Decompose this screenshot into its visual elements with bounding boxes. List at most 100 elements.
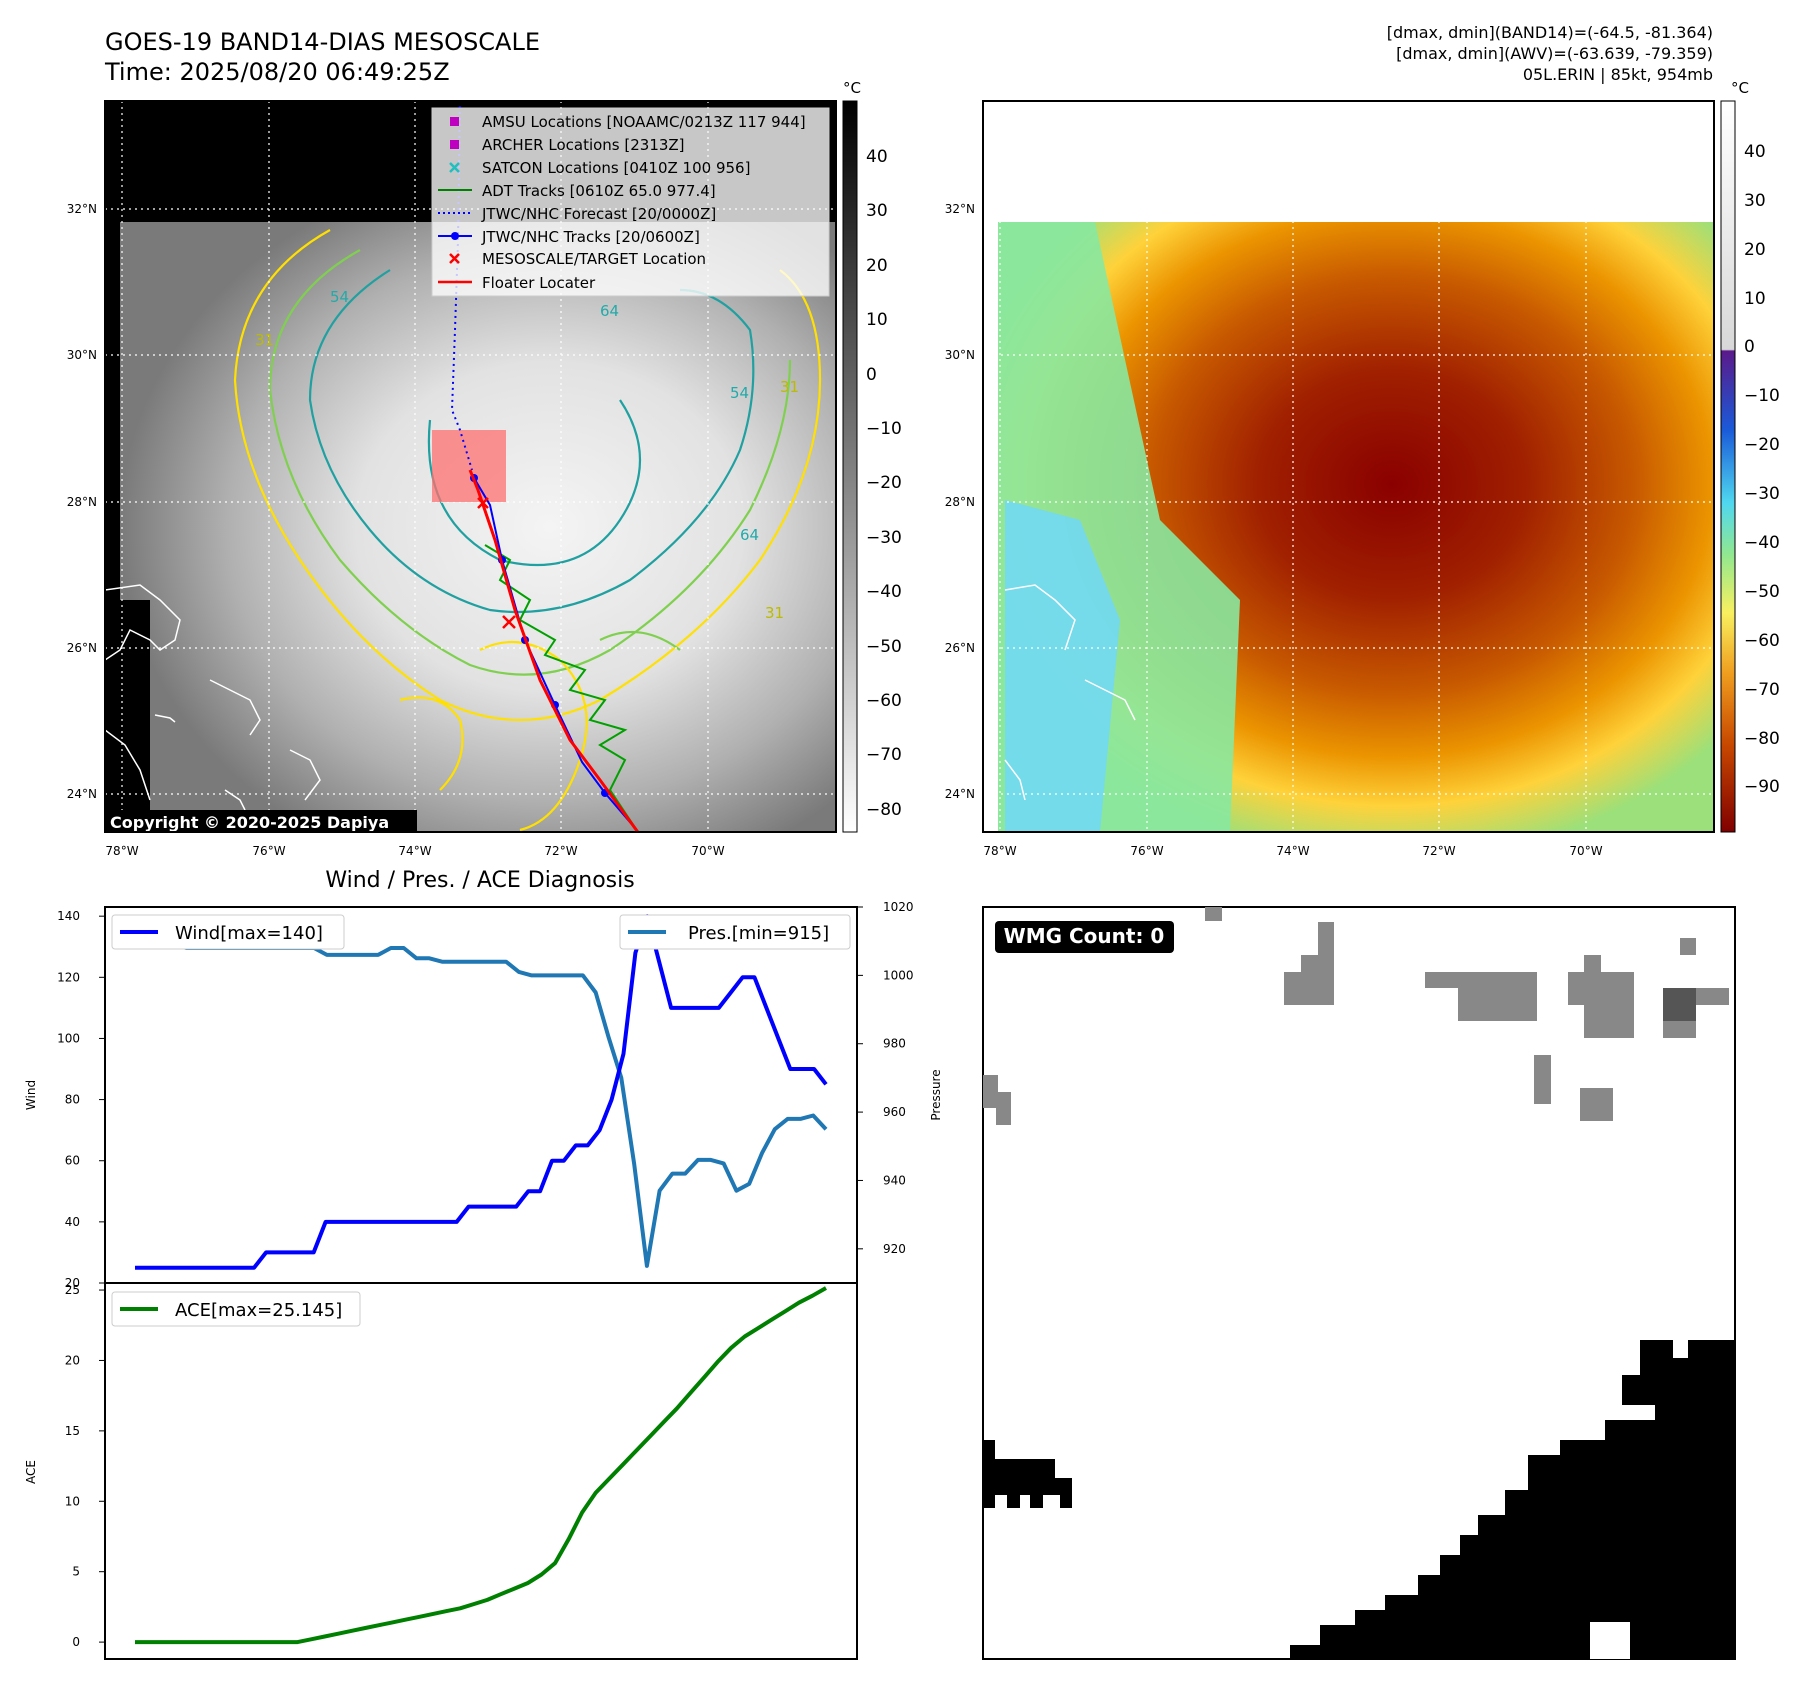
svg-text:−40: −40 (1744, 533, 1780, 553)
svg-text:70°W: 70°W (1569, 844, 1602, 858)
ace-tick-label: 15 (65, 1424, 80, 1438)
legend-label: JTWC/NHC Tracks [20/0600Z] (481, 228, 700, 246)
svg-text:40: 40 (1744, 142, 1766, 162)
svg-text:−70: −70 (1744, 680, 1780, 700)
ace-tick-label: 5 (72, 1565, 80, 1579)
wind-tick-label: 140 (57, 909, 80, 923)
wind-legend-label: Wind[max=140] (175, 923, 323, 944)
wv-map-frame (982, 100, 1715, 833)
wmg-panel: WMG Count: 0 (982, 906, 1736, 1660)
svg-text:76°W: 76°W (252, 844, 285, 858)
svg-text:78°W: 78°W (105, 844, 138, 858)
svg-text:−80: −80 (866, 800, 902, 820)
cyan-x-icon (449, 162, 460, 173)
coastline (105, 584, 321, 811)
ir-colorbar-ticks: 40 30 20 10 0 −10 −20 −30 −40 −50 −60 −7… (866, 147, 902, 820)
svg-text:26°N: 26°N (67, 641, 97, 655)
svg-text:−20: −20 (866, 473, 902, 493)
svg-text:26°N: 26°N (945, 641, 975, 655)
svg-text:−80: −80 (1744, 729, 1780, 749)
pressure-tick-label: 940 (883, 1173, 906, 1187)
stats-awv: [dmax, dmin](AWV)=(-63.639, -79.359) (1396, 44, 1713, 63)
wind-tick-label: 20 (65, 1276, 80, 1290)
svg-text:32°N: 32°N (945, 202, 975, 216)
wmg-badge-text: WMG Count: 0 (1004, 924, 1165, 948)
svg-text:28°N: 28°N (945, 495, 975, 509)
adt-track (484, 544, 640, 832)
legend-label: MESOSCALE/TARGET Location (482, 250, 706, 268)
legend-label: AMSU Locations [NOAAMC/0213Z 117 944] (482, 113, 806, 131)
forecast-track (450, 101, 473, 471)
ace-axis-label: ACE (24, 1460, 38, 1484)
wv-gridlines (983, 101, 1714, 832)
ace-tick-label: 0 (72, 1635, 80, 1649)
pressure-tick-label: 1020 (883, 900, 914, 914)
svg-text:76°W: 76°W (1130, 844, 1163, 858)
pressure-legend-label: Pres.[min=915] (688, 923, 829, 944)
wind-tick-label: 80 (65, 1093, 80, 1107)
contour-label: 31 (765, 604, 784, 622)
ir-legend: AMSU Locations [NOAAMC/0213Z 117 944] AR… (431, 107, 830, 297)
copyright-text: Copyright © 2020-2025 Dapiya (110, 813, 389, 832)
svg-text:20: 20 (1744, 240, 1766, 260)
svg-text:−20: −20 (1744, 435, 1780, 455)
wind-tick-label: 60 (65, 1154, 80, 1168)
ir-map-frame (104, 100, 837, 833)
wind-tick-label: 40 (65, 1215, 80, 1229)
contour-label: 64 (740, 526, 759, 544)
ace-chart: ACE 25 20 15 10 5 0 ACE[max=25.145] (24, 1282, 858, 1660)
svg-text:74°W: 74°W (398, 844, 431, 858)
wv-lat-labels: 32°N 30°N 28°N 26°N 24°N (945, 202, 975, 801)
floater-track (468, 469, 640, 832)
pressure-tick-label: 1000 (883, 968, 914, 982)
ace-legend-label: ACE[max=25.145] (175, 1300, 342, 1321)
svg-text:−50: −50 (1744, 582, 1780, 602)
svg-text:−70: −70 (866, 745, 902, 765)
diagnosis-title: Wind / Pres. / ACE Diagnosis (325, 868, 634, 893)
svg-text:−90: −90 (1744, 777, 1780, 797)
floater-box (432, 430, 506, 502)
red-x-icon (449, 253, 460, 264)
contour-label: 54 (330, 288, 349, 306)
pressure-tick-label: 960 (883, 1105, 906, 1119)
legend-label: Floater Locater (482, 274, 596, 292)
svg-text:30: 30 (866, 201, 888, 221)
ace-tick-label: 20 (65, 1353, 80, 1367)
legend-label: ADT Tracks [0610Z 65.0 977.4] (482, 182, 716, 200)
contour-label: 31 (780, 378, 799, 396)
svg-text:30°N: 30°N (945, 348, 975, 362)
figure-title: GOES-19 BAND14-DIAS MESOSCALE (105, 28, 540, 56)
wind-chart-frame (104, 906, 858, 1284)
target-markers (477, 497, 516, 629)
svg-text:30°N: 30°N (67, 348, 97, 362)
wind-tick-label: 120 (57, 970, 80, 984)
ir-lat-labels: 32°N 30°N 28°N 26°N 24°N (67, 202, 97, 801)
stats-storm: 05L.ERIN | 85kt, 954mb (1523, 65, 1713, 84)
ir-colorbar-unit: °C (843, 79, 861, 97)
wv-lon-labels: 78°W 76°W 74°W 72°W 70°W (983, 844, 1602, 858)
svg-text:−10: −10 (1744, 386, 1780, 406)
ir-map-panel: Copyright © 2020-2025 Dapiya 54 64 31 31… (67, 100, 837, 858)
svg-text:−60: −60 (866, 691, 902, 711)
contour-label: 54 (730, 384, 749, 402)
wind-pressure-chart: Wind Pressure 140 120 100 80 60 40 20 1020 1000… (24, 900, 943, 1290)
wmg-black-left (983, 1440, 1072, 1508)
magenta-square-icon (450, 117, 459, 126)
svg-text:−30: −30 (1744, 484, 1780, 504)
contour-label: 31 (255, 331, 274, 349)
svg-text:78°W: 78°W (983, 844, 1016, 858)
wind-axis-label: Wind (24, 1080, 38, 1110)
wv-map-panel: 32°N 30°N 28°N 26°N 24°N 78°W 76°W 74°W … (945, 100, 1715, 858)
svg-text:24°N: 24°N (67, 787, 97, 801)
svg-text:−10: −10 (866, 419, 902, 439)
wv-colorbar-ticks: 40 30 20 10 0 −10 −20 −30 −40 −50 −60 −7… (1744, 142, 1780, 797)
pressure-legend: Pres.[min=915] (619, 914, 851, 950)
wv-colorbar-unit: °C (1731, 79, 1749, 97)
svg-text:28°N: 28°N (67, 495, 97, 509)
svg-text:10: 10 (866, 310, 888, 330)
svg-text:−40: −40 (866, 582, 902, 602)
svg-text:72°W: 72°W (1422, 844, 1455, 858)
svg-text:20: 20 (866, 256, 888, 276)
svg-text:−50: −50 (866, 637, 902, 657)
legend-label: JTWC/NHC Forecast [20/0000Z] (481, 205, 716, 223)
